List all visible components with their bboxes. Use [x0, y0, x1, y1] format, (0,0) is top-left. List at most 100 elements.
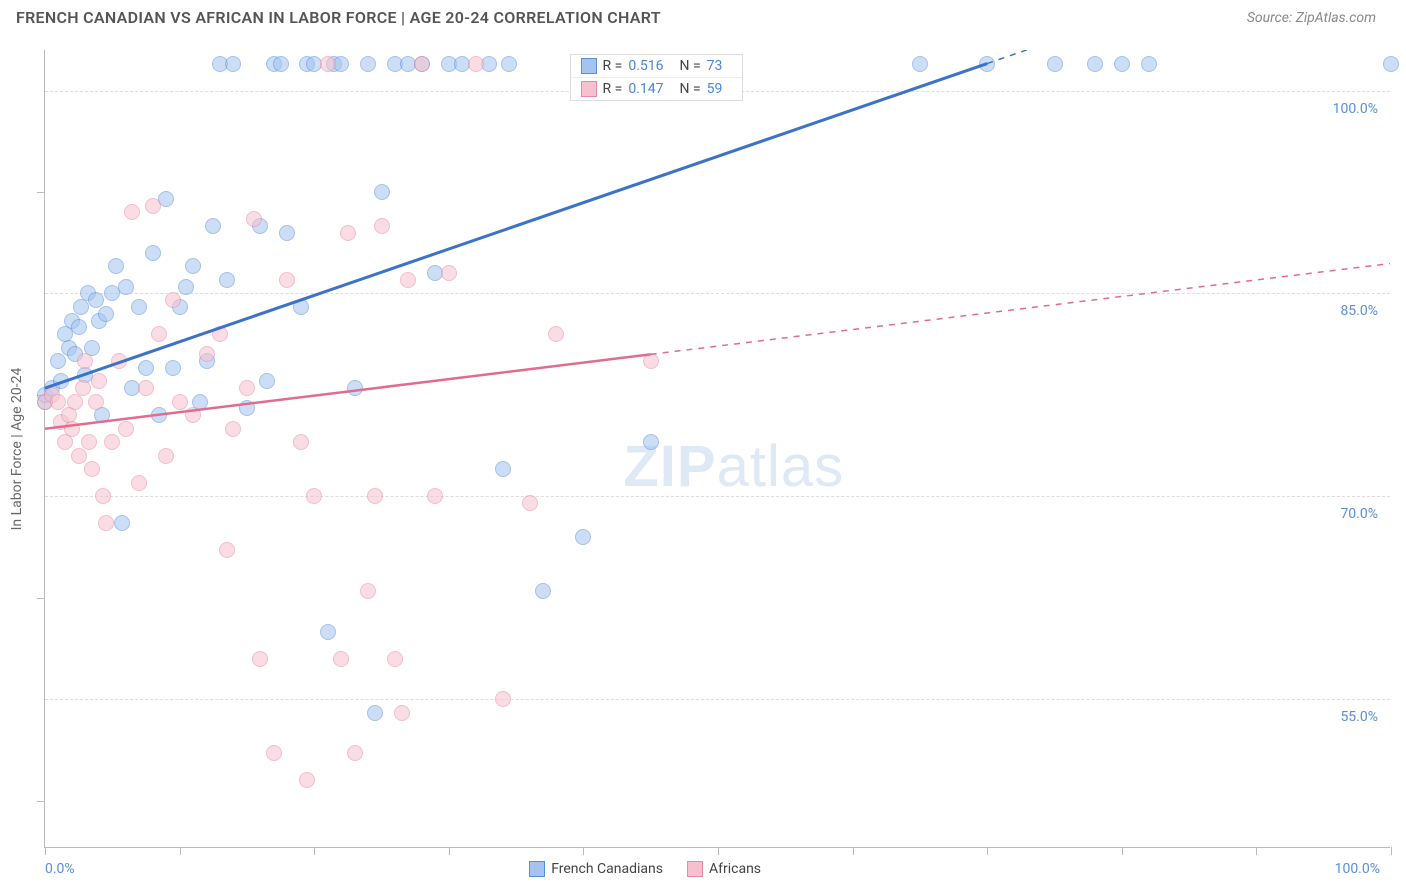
x-tick [1122, 847, 1123, 855]
r-value: 0.147 [628, 81, 663, 97]
r-value: 0.516 [628, 58, 663, 74]
legend-swatch [581, 81, 597, 97]
plot-area: ZIPatlas 55.0%70.0%85.0%100.0% [45, 50, 1390, 847]
x-max-label: 100.0% [1335, 861, 1380, 877]
data-point [67, 394, 83, 410]
data-point [266, 745, 282, 761]
x-tick [180, 847, 181, 855]
data-point [320, 56, 336, 72]
data-point [299, 772, 315, 788]
data-point [118, 421, 134, 437]
data-point [225, 56, 241, 72]
data-point [212, 326, 228, 342]
data-point [374, 218, 390, 234]
y-tick-label: 85.0% [1340, 303, 1378, 319]
y-tick [37, 192, 45, 193]
data-point [400, 272, 416, 288]
data-point [1141, 56, 1157, 72]
data-point [239, 400, 255, 416]
n-value: 59 [707, 81, 723, 97]
chart-header: FRENCH CANADIAN VS AFRICAN IN LABOR FORC… [0, 0, 1406, 35]
data-point [279, 272, 295, 288]
y-axis-label: In Labor Force | Age 20-24 [9, 367, 25, 530]
data-point [185, 258, 201, 274]
x-tick [583, 847, 584, 855]
data-point [643, 353, 659, 369]
data-point [124, 204, 140, 220]
data-point [1114, 56, 1130, 72]
y-tick-label: 70.0% [1340, 506, 1378, 522]
data-point [273, 56, 289, 72]
legend-item: French Canadians [529, 861, 663, 877]
x-min-label: 0.0% [45, 861, 75, 877]
r-label: R = [603, 81, 623, 97]
n-value: 73 [707, 58, 723, 74]
y-tick [37, 801, 45, 802]
x-tick [987, 847, 988, 855]
data-point [118, 279, 134, 295]
data-point [347, 380, 363, 396]
data-point [306, 488, 322, 504]
data-point [199, 346, 215, 362]
y-tick [37, 598, 45, 599]
data-point [1383, 56, 1399, 72]
series-legend: French CanadiansAfricans [529, 861, 761, 877]
data-point [522, 495, 538, 511]
data-point [293, 299, 309, 315]
x-tick [449, 847, 450, 855]
data-point [360, 583, 376, 599]
data-point [394, 705, 410, 721]
data-point [71, 319, 87, 335]
x-tick [1391, 847, 1392, 855]
data-point [360, 56, 376, 72]
n-label: N = [680, 58, 701, 74]
data-point [535, 583, 551, 599]
legend-swatch [687, 861, 703, 877]
legend-stat-row: R = 0.516 N = 73 [571, 55, 743, 78]
data-point [246, 211, 262, 227]
chart-container: In Labor Force | Age 20-24 ZIPatlas 55.0… [44, 50, 1390, 848]
data-point [320, 624, 336, 640]
data-point [138, 360, 154, 376]
data-point [495, 461, 511, 477]
data-point [131, 299, 147, 315]
data-point [158, 448, 174, 464]
correlation-legend: R = 0.516N = 73R = 0.147N = 59 [570, 54, 744, 101]
data-point [131, 475, 147, 491]
data-point [108, 258, 124, 274]
x-tick [314, 847, 315, 855]
data-point [427, 488, 443, 504]
data-point [501, 56, 517, 72]
data-point [225, 421, 241, 437]
data-point [1087, 56, 1103, 72]
data-point [252, 651, 268, 667]
data-point [91, 373, 107, 389]
data-point [912, 56, 928, 72]
data-point [172, 394, 188, 410]
trendlines [45, 50, 1390, 847]
data-point [145, 198, 161, 214]
gridline [45, 496, 1390, 497]
data-point [367, 488, 383, 504]
data-point [548, 326, 564, 342]
data-point [367, 705, 383, 721]
data-point [979, 56, 995, 72]
x-tick [1256, 847, 1257, 855]
data-point [643, 434, 659, 450]
x-tick [45, 847, 46, 855]
data-point [104, 434, 120, 450]
data-point [151, 326, 167, 342]
data-point [219, 542, 235, 558]
data-point [387, 651, 403, 667]
r-label: R = [603, 58, 623, 74]
data-point [340, 225, 356, 241]
data-point [64, 421, 80, 437]
data-point [178, 279, 194, 295]
gridline [45, 699, 1390, 700]
x-tick [853, 847, 854, 855]
data-point [347, 745, 363, 761]
data-point [145, 245, 161, 261]
data-point [151, 407, 167, 423]
data-point [259, 373, 275, 389]
data-point [165, 292, 181, 308]
